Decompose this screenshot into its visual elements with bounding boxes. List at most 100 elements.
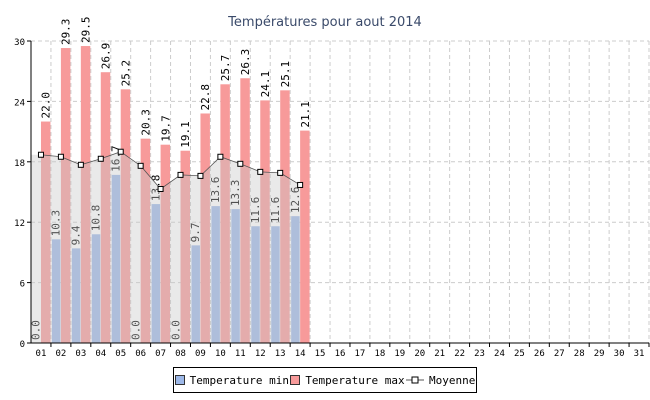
bar-max-label: 22.0 xyxy=(40,92,53,119)
x-tick-label: 23 xyxy=(474,349,485,359)
legend-item-min: Temperature min xyxy=(174,373,289,387)
bar-min-label: 11.6 xyxy=(269,197,282,224)
bar-min-label: 11.6 xyxy=(249,197,262,224)
bar-min-label: 0.0 xyxy=(30,320,43,340)
x-tick-label: 21 xyxy=(434,349,445,359)
bar-min xyxy=(231,209,240,343)
avg-point xyxy=(277,169,284,176)
x-tick-label: 13 xyxy=(275,349,286,359)
bar-max xyxy=(200,113,210,343)
avg-point xyxy=(77,161,84,168)
x-tick-label: 15 xyxy=(315,349,326,359)
avg-point xyxy=(177,171,184,178)
bar-max xyxy=(120,89,131,343)
x-tick-label: 07 xyxy=(155,349,166,359)
x-tick-label: 08 xyxy=(175,349,186,359)
bar-min xyxy=(271,226,280,343)
bar-max-label: 24.1 xyxy=(259,71,272,98)
y-tick-label: 6 xyxy=(20,280,25,290)
x-tick-label: 05 xyxy=(115,349,126,359)
bar-min xyxy=(151,204,161,343)
bar-max-label: 20.3 xyxy=(139,109,152,136)
x-tick-label: 04 xyxy=(95,349,106,359)
avg-point xyxy=(217,153,224,160)
bar-max-label: 22.8 xyxy=(199,84,212,111)
bar-max xyxy=(300,130,310,343)
x-tick-label: 11 xyxy=(235,349,246,359)
x-tick-label: 01 xyxy=(36,349,47,359)
bar-max xyxy=(60,48,71,344)
bar-min-label: 0.0 xyxy=(169,320,182,340)
x-tick-label: 26 xyxy=(534,349,545,359)
legend-item-avg: Moyenne xyxy=(405,373,476,387)
bar-max-label: 25.1 xyxy=(279,61,292,88)
bar-min-label: 0.0 xyxy=(129,320,142,340)
bar-min xyxy=(71,248,81,343)
x-tick-label: 03 xyxy=(75,349,86,359)
bar-max-label: 21.1 xyxy=(299,101,312,128)
bar-max xyxy=(180,150,190,343)
bar-min-label: 13.8 xyxy=(149,175,162,202)
y-tick-label: 18 xyxy=(14,159,25,169)
bar-max xyxy=(220,84,230,343)
bar-max-label: 29.5 xyxy=(80,17,93,44)
bar-min-label: 9.7 xyxy=(189,222,202,242)
y-tick-label: 24 xyxy=(14,98,25,108)
x-tick-label: 29 xyxy=(594,349,605,359)
bar-max xyxy=(160,144,171,343)
x-tick-label: 31 xyxy=(634,349,645,359)
bar-max-label: 26.3 xyxy=(239,49,252,76)
legend-label-min: Temperature min xyxy=(189,373,289,387)
bar-min-label: 10.8 xyxy=(90,205,103,232)
x-tick-label: 20 xyxy=(414,349,425,359)
x-tick-label: 25 xyxy=(514,349,525,359)
bar-min-label: 10.3 xyxy=(50,210,63,237)
avg-area xyxy=(31,151,301,343)
bar-min-label: 12.6 xyxy=(289,187,302,214)
bar-min xyxy=(91,234,101,343)
x-tick-label: 10 xyxy=(215,349,226,359)
bar-max xyxy=(280,90,290,344)
bar-max xyxy=(80,46,91,344)
y-tick-label: 12 xyxy=(14,219,25,229)
legend: Temperature min Temperature max Moyenne xyxy=(173,367,477,393)
bar-max-label: 29.3 xyxy=(60,19,73,46)
bar-max-label: 25.2 xyxy=(119,60,132,87)
avg-point xyxy=(237,160,244,167)
bar-min xyxy=(251,226,260,343)
bar-max xyxy=(240,78,250,343)
bar-max xyxy=(40,121,51,344)
x-tick-label: 16 xyxy=(335,349,346,359)
legend-marker-avg xyxy=(405,376,424,384)
bar-min xyxy=(191,245,200,343)
bar-max xyxy=(140,138,151,343)
x-tick-label: 02 xyxy=(55,349,66,359)
bar-max-label: 26.9 xyxy=(100,43,113,69)
x-tick-label: 14 xyxy=(295,349,306,359)
bar-min xyxy=(111,174,121,343)
avg-point xyxy=(257,168,264,175)
legend-swatch-max xyxy=(290,375,301,385)
avg-line xyxy=(40,151,301,190)
bar-max xyxy=(260,100,270,343)
avg-point xyxy=(137,162,144,169)
x-tick-label: 18 xyxy=(374,349,385,359)
avg-point xyxy=(97,155,104,162)
legend-label-max: Temperature max xyxy=(305,373,405,387)
avg-point xyxy=(37,151,44,158)
legend-swatch-min xyxy=(174,375,185,385)
chart-title: Températures pour aout 2014 xyxy=(228,15,422,30)
x-tick-label: 30 xyxy=(614,349,625,359)
avg-point xyxy=(297,181,304,188)
bar-max-label: 25.7 xyxy=(219,55,232,82)
x-tick-label: 27 xyxy=(554,349,565,359)
avg-point xyxy=(197,172,204,179)
bar-min-label: 13.3 xyxy=(229,180,242,207)
legend-label-avg: Moyenne xyxy=(428,373,476,387)
avg-point xyxy=(117,148,124,155)
x-tick-label: 22 xyxy=(454,349,465,359)
bar-min xyxy=(211,206,220,343)
x-tick-label: 28 xyxy=(574,349,585,359)
x-tick-label: 12 xyxy=(255,349,266,359)
x-tick-label: 24 xyxy=(494,349,505,359)
